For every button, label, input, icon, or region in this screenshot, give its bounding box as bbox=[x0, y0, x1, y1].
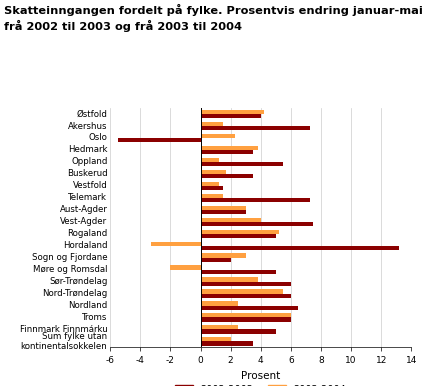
Bar bbox=[151, 242, 201, 245]
Bar bbox=[201, 293, 291, 298]
Bar bbox=[201, 234, 276, 238]
Bar bbox=[201, 329, 276, 334]
Bar bbox=[201, 325, 238, 329]
Bar bbox=[201, 114, 261, 118]
Bar bbox=[201, 290, 283, 293]
Bar bbox=[201, 122, 223, 126]
Bar bbox=[201, 254, 246, 257]
Bar bbox=[201, 210, 246, 214]
Bar bbox=[201, 126, 310, 130]
Bar bbox=[201, 170, 226, 174]
Bar bbox=[201, 174, 253, 178]
Bar bbox=[170, 266, 201, 269]
Bar bbox=[201, 278, 258, 281]
Bar bbox=[201, 110, 264, 114]
Bar bbox=[201, 182, 219, 186]
Bar bbox=[201, 218, 261, 222]
Bar bbox=[201, 305, 298, 310]
Bar bbox=[118, 138, 201, 142]
Bar bbox=[201, 222, 313, 226]
Bar bbox=[201, 313, 291, 317]
Bar bbox=[201, 341, 253, 345]
Bar bbox=[201, 257, 231, 262]
Bar bbox=[201, 198, 310, 202]
X-axis label: Prosent: Prosent bbox=[241, 371, 280, 381]
Bar bbox=[201, 317, 291, 322]
Bar bbox=[201, 281, 291, 286]
Bar bbox=[201, 194, 223, 198]
Text: Skatteinngangen fordelt på fylke. Prosentvis endring januar-mai
frå 2002 til 200: Skatteinngangen fordelt på fylke. Prosen… bbox=[4, 4, 423, 32]
Bar bbox=[201, 186, 223, 190]
Bar bbox=[201, 150, 253, 154]
Legend: 2002-2003, 2003-2004: 2002-2003, 2003-2004 bbox=[171, 381, 350, 386]
Bar bbox=[201, 337, 231, 341]
Bar bbox=[201, 146, 258, 150]
Bar bbox=[201, 230, 279, 234]
Bar bbox=[201, 269, 276, 274]
Bar bbox=[201, 134, 235, 138]
Bar bbox=[201, 162, 283, 166]
Bar bbox=[201, 158, 219, 162]
Bar bbox=[201, 301, 238, 305]
Bar bbox=[201, 206, 246, 210]
Bar bbox=[201, 245, 399, 250]
